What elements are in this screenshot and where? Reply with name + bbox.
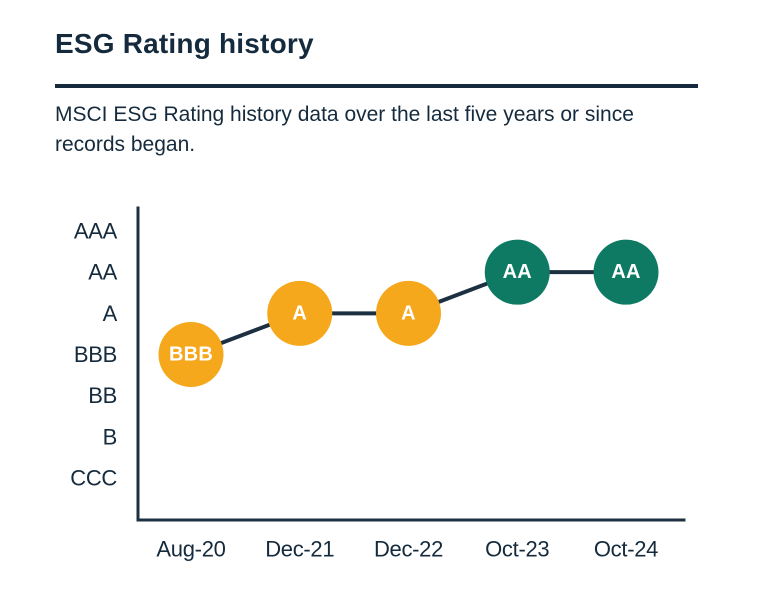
x-axis-label: Dec-21 bbox=[265, 537, 334, 562]
data-point-circle bbox=[593, 239, 659, 305]
y-axis-label: AA bbox=[88, 260, 117, 285]
data-point-label: A bbox=[292, 302, 307, 324]
page-title: ESG Rating history bbox=[55, 28, 314, 59]
data-point-label: AA bbox=[503, 261, 532, 283]
data-point-label: AA bbox=[611, 261, 640, 283]
y-axis-label: A bbox=[103, 301, 118, 326]
title-divider bbox=[55, 84, 698, 88]
y-axis-label: BBB bbox=[74, 342, 117, 367]
data-point-circle bbox=[158, 322, 224, 388]
y-axis-label: CCC bbox=[70, 466, 117, 491]
page-description: MSCI ESG Rating history data over the la… bbox=[55, 103, 634, 156]
data-point-circle bbox=[376, 280, 441, 346]
axis-lines bbox=[136, 206, 686, 522]
y-axis-label: B bbox=[103, 424, 117, 449]
x-axis-label: Dec-22 bbox=[374, 537, 443, 562]
x-axis-label: Oct-24 bbox=[594, 537, 658, 562]
x-axis-label: Aug-20 bbox=[156, 537, 225, 562]
data-point-label: BBB bbox=[169, 344, 213, 366]
y-axis-label: AAA bbox=[74, 219, 118, 244]
data-point-label: A bbox=[401, 302, 416, 324]
y-axis-label: BB bbox=[88, 383, 117, 408]
data-point-circle bbox=[267, 280, 333, 346]
x-axis-label: Oct-23 bbox=[485, 537, 549, 562]
data-point-circle bbox=[484, 239, 550, 305]
